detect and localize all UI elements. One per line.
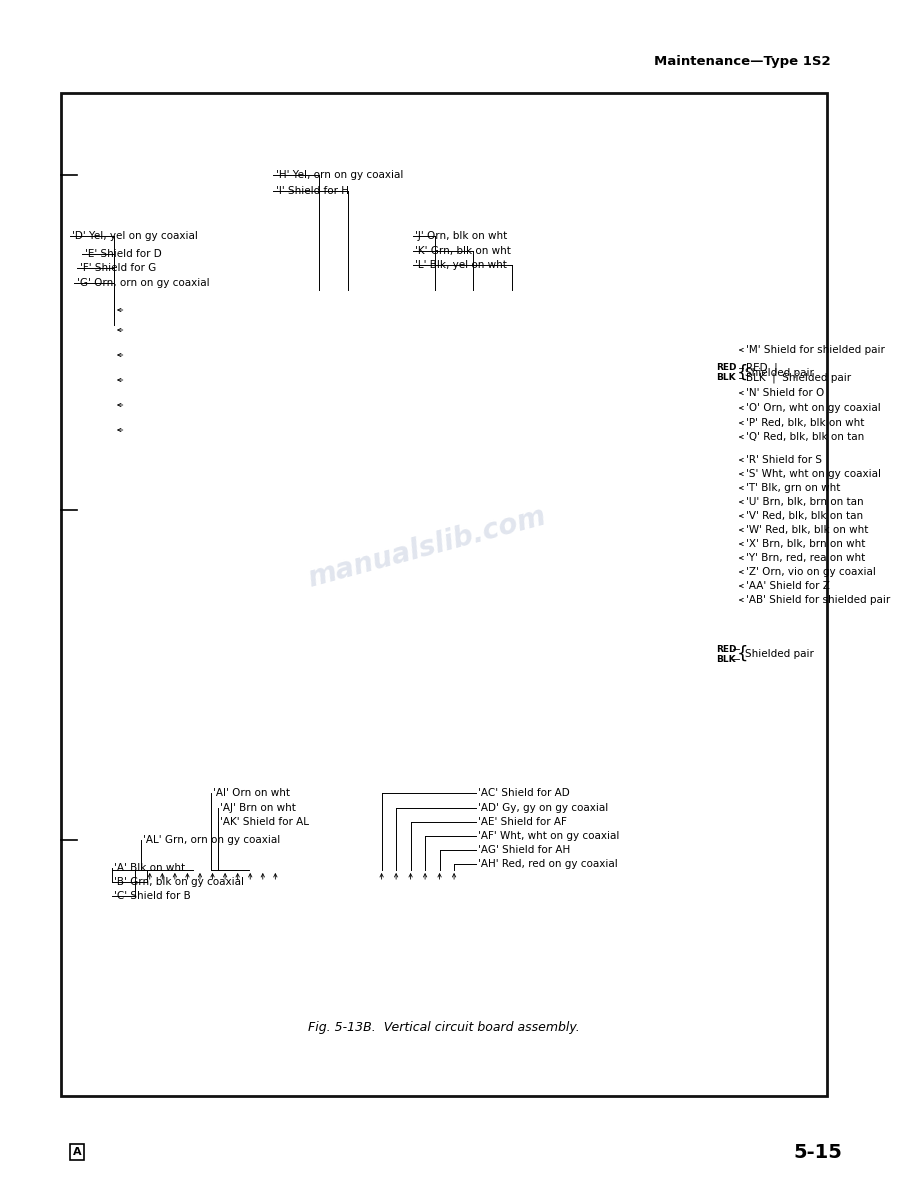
Text: 5-15: 5-15 bbox=[793, 1143, 843, 1162]
Text: 'S' Wht, wht on gy coaxial: 'S' Wht, wht on gy coaxial bbox=[745, 469, 881, 479]
Text: 'AA' Shield for Z: 'AA' Shield for Z bbox=[745, 581, 830, 590]
Text: RED  |: RED | bbox=[745, 362, 778, 373]
Text: 'AH' Red, red on gy coaxial: 'AH' Red, red on gy coaxial bbox=[478, 859, 618, 868]
Text: Shielded pair: Shielded pair bbox=[744, 649, 813, 659]
Text: Fig. 5-13B.  Vertical circuit board assembly.: Fig. 5-13B. Vertical circuit board assem… bbox=[308, 1022, 579, 1035]
Text: 'H' Yel, orn on gy coaxial: 'H' Yel, orn on gy coaxial bbox=[276, 170, 404, 181]
Text: 'M' Shield for shielded pair: 'M' Shield for shielded pair bbox=[745, 345, 885, 355]
Text: 'L' Blk, yel on wht: 'L' Blk, yel on wht bbox=[416, 260, 508, 270]
Text: 'AC' Shield for AD: 'AC' Shield for AD bbox=[478, 788, 570, 798]
Text: 'V' Red, blk, blk on tan: 'V' Red, blk, blk on tan bbox=[745, 511, 863, 522]
Text: 'AK' Shield for AL: 'AK' Shield for AL bbox=[220, 817, 309, 827]
Text: Shielded pair: Shielded pair bbox=[744, 368, 813, 378]
Text: 'J' Orn, blk on wht: 'J' Orn, blk on wht bbox=[416, 230, 508, 241]
Text: 'Y' Brn, red, rea on wht: 'Y' Brn, red, rea on wht bbox=[745, 552, 865, 563]
Text: 'AE' Shield for AF: 'AE' Shield for AF bbox=[478, 817, 567, 827]
Text: 'T' Blk, grn on wht: 'T' Blk, grn on wht bbox=[745, 484, 840, 493]
Text: 'AG' Shield for AH: 'AG' Shield for AH bbox=[478, 845, 570, 855]
Text: {: { bbox=[737, 645, 749, 663]
Text: 'Z' Orn, vio on gy coaxial: 'Z' Orn, vio on gy coaxial bbox=[745, 567, 876, 577]
Text: 'X' Brn, blk, brn on wht: 'X' Brn, blk, brn on wht bbox=[745, 539, 866, 549]
Text: BLK  |  Shielded pair: BLK | Shielded pair bbox=[745, 373, 851, 384]
Text: 'B' Grn, blk on gy coaxial: 'B' Grn, blk on gy coaxial bbox=[114, 877, 244, 887]
Text: RED: RED bbox=[716, 364, 736, 373]
Text: 'E' Shield for D: 'E' Shield for D bbox=[85, 249, 162, 259]
Text: 'AB' Shield for shielded pair: 'AB' Shield for shielded pair bbox=[745, 595, 890, 605]
Text: 'R' Shield for S: 'R' Shield for S bbox=[745, 455, 822, 465]
Text: 'O' Orn, wht on gy coaxial: 'O' Orn, wht on gy coaxial bbox=[745, 403, 880, 413]
Text: 'G' Orn, orn on gy coaxial: 'G' Orn, orn on gy coaxial bbox=[77, 278, 210, 287]
Text: 'AL' Grn, orn on gy coaxial: 'AL' Grn, orn on gy coaxial bbox=[143, 835, 280, 845]
Text: 'U' Brn, blk, brn on tan: 'U' Brn, blk, brn on tan bbox=[745, 497, 864, 507]
Text: 'N' Shield for O: 'N' Shield for O bbox=[745, 388, 824, 398]
Text: A: A bbox=[73, 1146, 82, 1157]
Text: 'D' Yel, yel on gy coaxial: 'D' Yel, yel on gy coaxial bbox=[73, 230, 198, 241]
Text: BLK: BLK bbox=[717, 373, 736, 383]
Text: manualslib.com: manualslib.com bbox=[304, 503, 549, 593]
Text: 'W' Red, blk, blk on wht: 'W' Red, blk, blk on wht bbox=[745, 525, 868, 535]
Text: 'Q' Red, blk, blk on tan: 'Q' Red, blk, blk on tan bbox=[745, 432, 864, 442]
Text: 'AI' Orn on wht: 'AI' Orn on wht bbox=[213, 788, 289, 798]
Text: Maintenance—Type 1S2: Maintenance—Type 1S2 bbox=[655, 56, 831, 69]
Text: RED: RED bbox=[716, 645, 736, 653]
Text: 'AF' Wht, wht on gy coaxial: 'AF' Wht, wht on gy coaxial bbox=[478, 830, 620, 841]
Text: 'A' Blk on wht: 'A' Blk on wht bbox=[114, 862, 185, 873]
Text: BLK: BLK bbox=[717, 655, 736, 664]
Bar bbox=[61, 93, 827, 1097]
Text: 'K' Grn, blk on wht: 'K' Grn, blk on wht bbox=[416, 246, 511, 255]
Text: {: { bbox=[737, 364, 749, 383]
Text: 'AD' Gy, gy on gy coaxial: 'AD' Gy, gy on gy coaxial bbox=[478, 803, 609, 813]
Text: 'F' Shield for G: 'F' Shield for G bbox=[80, 263, 156, 273]
Text: 'I' Shield for H: 'I' Shield for H bbox=[276, 187, 350, 196]
Text: 'AJ' Brn on wht: 'AJ' Brn on wht bbox=[220, 803, 297, 813]
Text: 'C' Shield for B: 'C' Shield for B bbox=[114, 891, 191, 901]
Text: 'P' Red, blk, blk on wht: 'P' Red, blk, blk on wht bbox=[745, 418, 864, 428]
